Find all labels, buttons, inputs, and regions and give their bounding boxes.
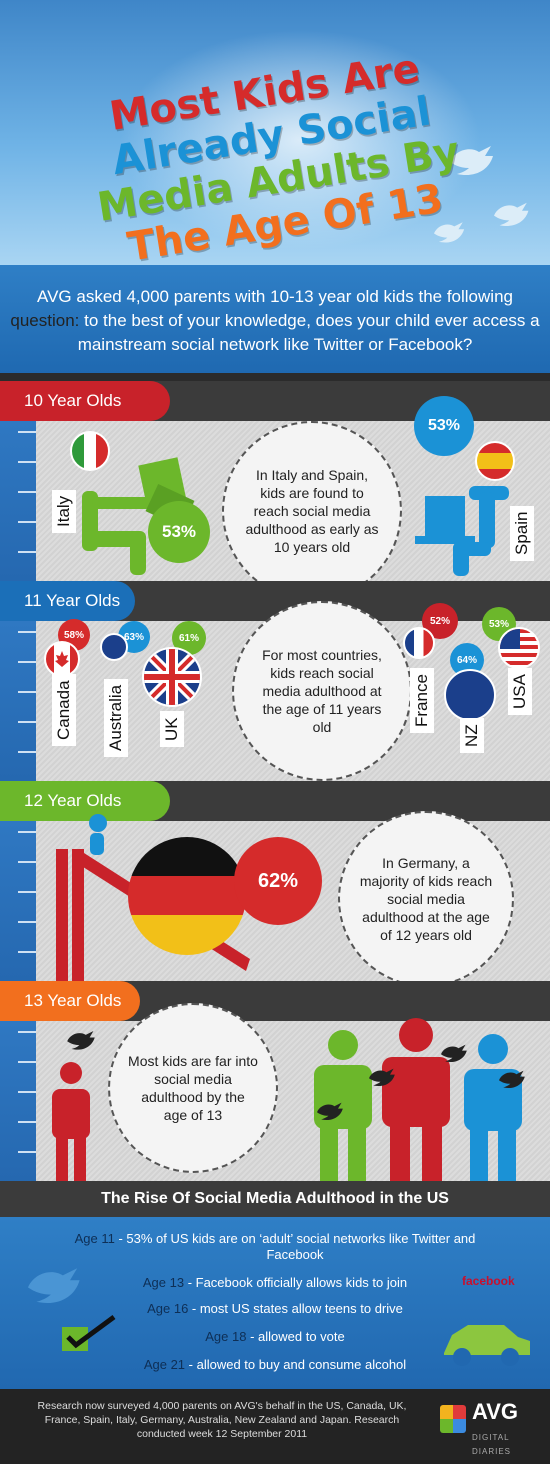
us-section-title: The Rise Of Social Media Adulthood in th… [0,1181,550,1217]
section-11-year-olds: 11 Year Olds 58% Canada 63% Australia 61… [0,581,550,781]
cloud-glow [120,30,480,250]
person-icon [464,1034,522,1181]
us-item: Age 18 - allowed to vote [0,1329,550,1344]
us-item: Age 11 - 53% of US kids are on ‘adult’ s… [0,1231,550,1246]
avg-brand-sub: DIGITAL DIARIES [472,1433,512,1456]
section-13-year-olds: 13 Year Olds Most kids are far into soci… [0,981,550,1181]
info-circle: For most countries, kids reach social me… [232,601,412,781]
twitter-bird-icon [450,146,493,176]
person-icon [382,1018,450,1181]
section-label: 10 Year Olds [0,381,170,421]
twitter-bird-icon [494,202,529,227]
intro-question: AVG asked 4,000 parents with 10-13 year … [0,265,550,373]
footer-text: Research now surveyed 4,000 parents on A… [37,1400,407,1440]
us-item: Age 21 - allowed to buy and consume alco… [0,1357,550,1372]
us-item-continued: Facebook [266,1247,324,1262]
country-label: USA [508,668,532,715]
country-label: NZ [460,718,484,753]
avg-logo-icon [440,1405,466,1433]
info-circle: Most kids are far into social media adul… [108,1003,278,1173]
france-flag-icon [403,627,435,659]
page-title: Most Kids Are Already Social Media Adult… [79,42,472,265]
us-item-age: Age 11 [74,1231,115,1246]
us-item-age: Age 21 [143,1357,186,1372]
us-item-text: - allowed to buy and consume alcohol [185,1357,407,1372]
australia-flag-icon [100,633,128,661]
us-item: Age 16 - most US states allow teens to d… [0,1301,550,1316]
intro-lead: AVG asked 4,000 parents with 10-13 year … [37,287,513,306]
info-circle: In Italy and Spain, kids are found to re… [222,421,402,601]
section-10-year-olds: 10 Year Olds Italy 53% In Italy and Spai… [0,381,550,601]
header-banner: Most Kids Are Already Social Media Adult… [0,0,550,265]
twitter-bird-icon [434,222,465,243]
car-icon [444,1325,530,1366]
italy-flag-icon [70,431,110,471]
twitter-bird-icon [369,1068,395,1087]
section-label: 13 Year Olds [0,981,140,1021]
us-item-age: Age 18 [205,1329,247,1344]
twitter-bird-icon [499,1070,525,1089]
ruler [0,821,36,981]
country-label: UK [160,711,184,747]
ruler [0,1021,36,1181]
twitter-bird-icon [67,1031,95,1050]
us-item-text: - most US states allow teens to drive [188,1301,403,1316]
country-label: Canada [52,674,76,746]
us-item: Age 13 - Facebook officially allows kids… [0,1275,550,1290]
canada-flag-icon [44,641,80,677]
germany-flag-icon [128,837,246,955]
percent-badge: 53% [414,396,474,456]
intro-highlight: question: [10,311,80,330]
person-icon [82,457,195,575]
percent-badge: 62% [234,837,322,925]
nz-flag-icon [444,669,496,721]
country-label: Spain [510,505,534,561]
section-label: 11 Year Olds [0,581,135,621]
ruler [0,621,36,781]
usa-flag-icon [498,627,540,669]
us-item-text: - 53% of US kids are on ‘adult’ social n… [114,1231,476,1246]
us-item-age: Age 16 [147,1301,189,1316]
checkmark-icon [62,1314,116,1351]
person-icon [52,1062,90,1181]
country-label: Australia [104,678,128,757]
section-label: 12 Year Olds [0,781,170,821]
intro-rest: to the best of your knowledge, does your… [77,311,540,354]
info-circle: In Germany, a majority of kids reach soc… [338,811,514,987]
us-timeline: Age 11 - 53% of US kids are on ‘adult’ s… [0,1217,550,1389]
us-item-age: Age 13 [142,1275,185,1290]
uk-flag-icon [142,647,202,707]
facebook-logo: facebook [462,1274,515,1288]
footer: Research now surveyed 4,000 parents on A… [0,1389,550,1464]
spain-flag-icon [475,441,515,481]
avg-brand: AVG [472,1399,519,1424]
us-item-text: - allowed to vote [246,1329,345,1344]
twitter-bird-icon [28,1268,80,1304]
twitter-bird-icon [441,1044,467,1063]
section-12-year-olds: 12 Year Olds 62% In Germany, a majority … [0,781,550,987]
percent-badge: 53% [148,501,210,563]
country-label: Italy [52,489,76,533]
ruler [0,421,36,581]
country-label: France [410,668,434,733]
twitter-bird-icon [317,1102,343,1121]
us-item-text: - Facebook officially allows kids to joi… [184,1275,408,1290]
person-icon [415,486,509,576]
